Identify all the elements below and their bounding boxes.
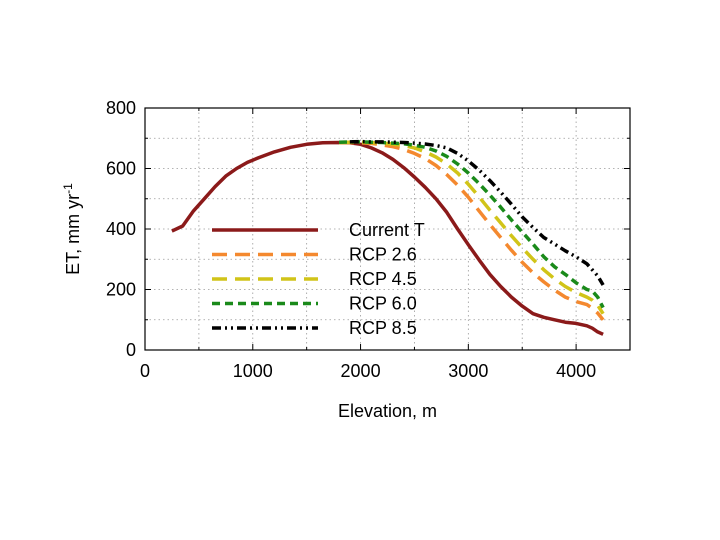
y-axis-label-text: ET, mm yr bbox=[63, 194, 83, 275]
axis-ticks: 0 1000 2000 3000 4000 0 200 400 600 800 bbox=[106, 98, 630, 381]
y-tick-label: 600 bbox=[106, 159, 136, 179]
x-tick-label: 4000 bbox=[556, 361, 596, 381]
x-tick-label: 1000 bbox=[233, 361, 273, 381]
y-tick-label: 0 bbox=[126, 340, 136, 360]
legend-label-5: RCP 8.5 bbox=[349, 318, 417, 338]
legend-label-4: RCP 6.0 bbox=[349, 294, 417, 314]
y-axis-label-superscript: -1 bbox=[61, 183, 75, 194]
x-axis-label: Elevation, m bbox=[338, 401, 437, 421]
series-line-4 bbox=[338, 140, 605, 309]
legend-label-3: RCP 4.5 bbox=[349, 269, 417, 289]
x-tick-label: 2000 bbox=[341, 361, 381, 381]
series-line-1 bbox=[171, 140, 604, 336]
x-tick-label: 0 bbox=[140, 361, 150, 381]
series-line-5 bbox=[349, 139, 605, 286]
x-tick-label: 3000 bbox=[448, 361, 488, 381]
legend-label-2: RCP 2.6 bbox=[349, 245, 417, 265]
series-line-2 bbox=[338, 140, 605, 321]
legend: Current T RCP 2.6 RCP 4.5 RCP 6.0 RCP 8.5 bbox=[212, 220, 425, 338]
series-lines bbox=[171, 139, 605, 336]
y-tick-label: 400 bbox=[106, 219, 136, 239]
y-tick-label: 800 bbox=[106, 98, 136, 118]
y-tick-label: 200 bbox=[106, 280, 136, 300]
y-axis-label: ET, mm yr-1 bbox=[61, 183, 83, 275]
legend-label-1: Current T bbox=[349, 220, 425, 240]
